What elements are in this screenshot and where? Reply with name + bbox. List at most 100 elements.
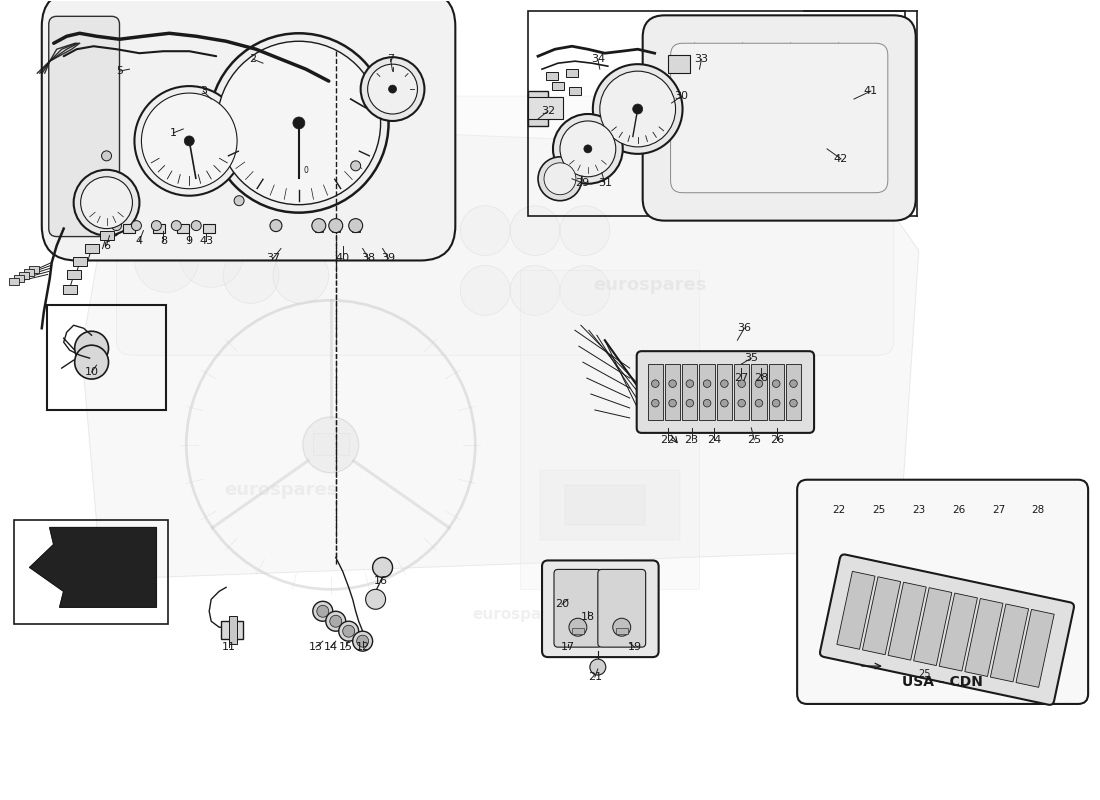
Circle shape xyxy=(329,218,343,233)
FancyBboxPatch shape xyxy=(642,15,915,221)
Text: 22: 22 xyxy=(660,435,674,445)
FancyBboxPatch shape xyxy=(597,570,646,647)
Circle shape xyxy=(538,157,582,201)
Text: 43: 43 xyxy=(199,235,213,246)
Bar xyxy=(717,364,732,420)
Bar xyxy=(862,577,901,654)
Circle shape xyxy=(172,221,182,230)
Bar xyxy=(520,270,700,590)
Circle shape xyxy=(651,380,659,387)
Text: 26: 26 xyxy=(952,505,965,514)
Text: 28: 28 xyxy=(1032,505,1045,514)
Circle shape xyxy=(772,380,780,387)
Circle shape xyxy=(756,380,762,387)
Text: eurospares: eurospares xyxy=(224,177,338,194)
Bar xyxy=(153,224,165,233)
Circle shape xyxy=(74,170,140,235)
Circle shape xyxy=(293,117,305,129)
Circle shape xyxy=(560,266,609,315)
Bar xyxy=(939,593,978,671)
Bar xyxy=(734,364,749,420)
Text: 20: 20 xyxy=(554,599,569,610)
Bar xyxy=(19,273,29,279)
Bar xyxy=(123,224,135,233)
Circle shape xyxy=(560,206,609,255)
Circle shape xyxy=(772,399,780,407)
Bar xyxy=(528,11,905,216)
Circle shape xyxy=(353,631,373,651)
Bar xyxy=(47,306,166,410)
Text: 1: 1 xyxy=(169,128,177,138)
Bar xyxy=(837,571,876,650)
Bar xyxy=(682,364,697,420)
Circle shape xyxy=(790,380,798,387)
Bar xyxy=(73,258,87,266)
Circle shape xyxy=(270,220,282,231)
Circle shape xyxy=(361,57,425,121)
Circle shape xyxy=(330,615,342,627)
Circle shape xyxy=(510,206,560,255)
FancyBboxPatch shape xyxy=(820,554,1074,705)
FancyBboxPatch shape xyxy=(554,570,602,647)
Circle shape xyxy=(738,399,746,407)
Bar xyxy=(540,470,680,539)
Circle shape xyxy=(273,247,329,303)
Bar xyxy=(204,224,216,233)
Circle shape xyxy=(720,380,728,387)
Circle shape xyxy=(349,218,363,233)
Bar xyxy=(664,364,680,420)
Bar xyxy=(965,598,1003,677)
Circle shape xyxy=(560,121,616,177)
Text: 26: 26 xyxy=(770,435,784,445)
Circle shape xyxy=(460,206,510,255)
Circle shape xyxy=(593,64,682,154)
Text: 19: 19 xyxy=(628,642,641,652)
Bar xyxy=(648,364,663,420)
Bar xyxy=(565,69,578,77)
Text: 25: 25 xyxy=(747,435,761,445)
Text: 21: 21 xyxy=(587,672,602,682)
Circle shape xyxy=(111,221,121,230)
Circle shape xyxy=(632,104,642,114)
Circle shape xyxy=(185,136,195,146)
Text: 12: 12 xyxy=(355,642,370,652)
Circle shape xyxy=(686,380,694,387)
Circle shape xyxy=(703,380,711,387)
Bar xyxy=(14,275,24,282)
Circle shape xyxy=(209,34,388,213)
Text: 33: 33 xyxy=(694,54,708,64)
Circle shape xyxy=(75,345,109,379)
Text: 30: 30 xyxy=(674,91,689,101)
Text: 15: 15 xyxy=(339,642,353,652)
Bar xyxy=(14,519,168,624)
Bar xyxy=(63,286,77,294)
FancyBboxPatch shape xyxy=(671,43,888,193)
Text: 22: 22 xyxy=(833,505,846,514)
Bar xyxy=(528,97,563,119)
Text: 8: 8 xyxy=(160,235,167,246)
Circle shape xyxy=(142,93,238,189)
Text: 4: 4 xyxy=(136,235,143,246)
Bar xyxy=(616,628,628,634)
Text: 37: 37 xyxy=(266,254,280,263)
Bar xyxy=(1016,610,1054,687)
Text: 29: 29 xyxy=(575,178,589,188)
Bar xyxy=(100,230,113,239)
FancyBboxPatch shape xyxy=(542,561,659,657)
Text: 31: 31 xyxy=(597,178,612,188)
Text: 7: 7 xyxy=(387,54,394,64)
Text: 27: 27 xyxy=(734,373,748,383)
Bar xyxy=(565,485,645,525)
Bar xyxy=(528,91,548,126)
Circle shape xyxy=(703,399,711,407)
Bar xyxy=(221,622,243,639)
Bar xyxy=(668,55,690,73)
Bar xyxy=(85,243,99,253)
Circle shape xyxy=(367,64,418,114)
FancyBboxPatch shape xyxy=(48,16,120,237)
Circle shape xyxy=(584,145,592,153)
Circle shape xyxy=(651,399,659,407)
Text: 24: 24 xyxy=(707,435,722,445)
Polygon shape xyxy=(81,121,918,579)
Circle shape xyxy=(590,659,606,675)
